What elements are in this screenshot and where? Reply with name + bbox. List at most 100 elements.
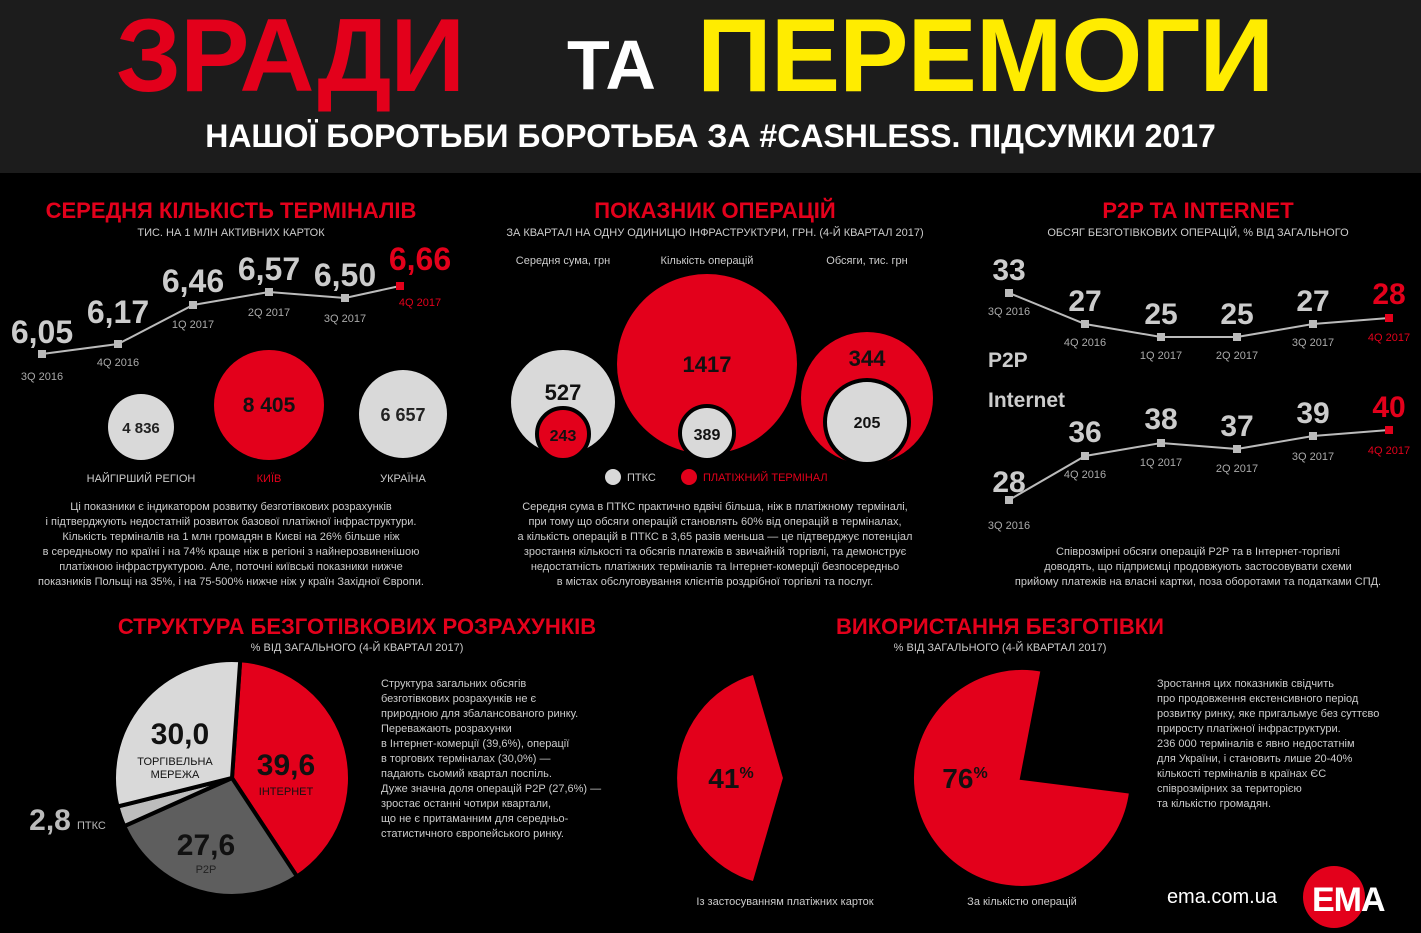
usage-description: Зростання цих показників свідчить про пр… [1157,678,1380,810]
internet-point-current [1385,426,1393,434]
p2p-point [1309,320,1317,328]
header-banner: ЗРАДИ ТА ПЕРЕМОГИ НАШОЇ БОРОТЬБИ БОРОТЬБ… [0,0,1421,173]
legend-terminal-dot [681,469,697,485]
terminals-quarter: 4Q 2016 [97,357,139,369]
terminals-point [189,301,197,309]
legend-terminal-label: ПЛАТІЖНИЙ ТЕРМІНАЛ [703,471,828,484]
p2p-value: 27 [1296,285,1329,318]
terminals-value-current: 6,66 [389,241,451,277]
pie-trade-value: 30,0 [151,718,209,751]
terminals-description: Ці показники є індикатором розвитку безг… [38,501,424,588]
volume-ptks-value: 205 [854,415,881,432]
p2p-line-chart: 33 3Q 2016 27 4Q 2016 25 1Q 2017 25 2Q 2… [988,254,1410,412]
p2p-point [1233,333,1241,341]
p2p-quarter: 2Q 2017 [1216,350,1258,362]
internet-point [1233,445,1241,453]
internet-point [1005,496,1013,504]
title-word-ta: ТА [567,26,656,104]
count-ptks-value: 389 [694,427,721,444]
p2p-quarter: 3Q 2017 [1292,337,1334,349]
p2p-subtitle: ОБСЯГ БЕЗГОТІВКОВИХ ОПЕРАЦІЙ, % ВІД ЗАГА… [1047,227,1349,239]
internet-trend-line [1008,429,1390,501]
p2p-point [1005,289,1013,297]
usage-pie1-label: Із застосуванням платіжних карток [696,896,873,908]
structure-title: СТРУКТУРА БЕЗГОТІВКОВИХ РОЗРАХУНКІВ [117,614,597,639]
internet-point [1157,439,1165,447]
usage-pie1-cards [673,669,788,887]
usage-title: ВИКОРИСТАННЯ БЕЗГОТІВКИ [836,614,1164,639]
pie-internet-value: 39,6 [257,749,315,782]
p2p-trend-line [1008,292,1390,338]
pie-internet-label: ІНТЕРНЕТ [259,786,314,798]
bubble-worst-region-value: 4 836 [122,420,160,437]
internet-line-chart: 28 3Q 2016 36 4Q 2016 38 1Q 2017 37 2Q 2… [988,391,1410,532]
terminals-point [265,288,273,296]
usage-pie2-label: За кількістю операцій [967,896,1077,908]
usage-pie1-value: 41% [708,763,753,794]
structure-pie: 39,6 ІНТЕРНЕТ 27,6 P2P 2,8 ПТКС 30,0 ТОР… [29,658,352,898]
count-terminal-bubble [617,274,797,454]
internet-point [1309,432,1317,440]
internet-point [1081,452,1089,460]
legend-ptks-label: ПТКС [627,472,656,484]
p2p-quarter: 3Q 2016 [988,306,1030,318]
terminals-point [341,294,349,302]
p2p-value: 25 [1220,298,1253,331]
internet-value-current: 40 [1372,391,1405,424]
terminals-value: 6,05 [11,314,73,350]
bubble-worst-region-label: НАЙГІРШИЙ РЕГІОН [87,472,196,485]
legend-ptks-dot [605,469,621,485]
p2p-point [1157,333,1165,341]
terminals-point-current [396,282,404,290]
operations-group-label: Середня сума, грн [516,255,610,267]
internet-value: 36 [1068,416,1101,449]
terminals-quarter: 1Q 2017 [172,319,214,331]
internet-quarter: 4Q 2016 [1064,469,1106,481]
p2p-point [1081,320,1089,328]
bubble-kyiv [214,350,324,460]
terminals-subtitle: ТИС. НА 1 МЛН АКТИВНИХ КАРТОК [137,227,325,239]
usage-pies: 41% Із застосуванням платіжних карток 76… [673,666,1134,908]
bubble-ukraine [359,370,447,458]
p2p-title: P2P ТА INTERNET [1102,198,1294,223]
pie-ptks-label: ПТКС [77,820,106,832]
internet-value: 39 [1296,397,1329,430]
terminals-value: 6,46 [162,263,224,299]
pie-slice-trade [112,658,243,809]
p2p-value: 33 [992,254,1025,287]
terminals-value: 6,57 [238,251,300,287]
terminals-quarter-current: 4Q 2017 [399,297,441,309]
internet-quarter: 3Q 2017 [1292,451,1334,463]
structure-description: Структура загальних обсягів безготівкови… [381,678,602,840]
avg-sum-terminal-value: 243 [550,428,577,445]
page-subtitle: НАШОЇ БОРОТЬБИ БОРОТЬБА ЗА #CASHLESS. ПІ… [205,118,1216,154]
operations-title: ПОКАЗНИК ОПЕРАЦІЙ [594,198,836,223]
p2p-series-label: P2P [988,349,1028,372]
terminals-value: 6,50 [314,257,376,293]
p2p-quarter: 4Q 2016 [1064,337,1106,349]
internet-quarter: 1Q 2017 [1140,457,1182,469]
bubble-ukraine-value: 6 657 [380,405,425,425]
internet-quarter: 3Q 2016 [988,520,1030,532]
usage-subtitle: % ВІД ЗАГАЛЬНОГО (4-Й КВАРТАЛ 2017) [893,642,1107,654]
bubble-ukraine-label: УКРАЇНА [380,473,426,485]
pie-trade-label: ТОРГІВЕЛЬНА [137,756,213,768]
terminals-point [38,350,46,358]
pie-trade-label2: МЕРЕЖА [151,769,200,781]
p2p-point-current [1385,314,1393,322]
volume-ptks-bubble [823,378,911,466]
terminals-trend-line [41,285,401,355]
footer-site: ema.com.ua [1167,886,1278,908]
avg-sum-terminal-bubble [535,406,591,462]
operations-group-label: Кількість операцій [661,255,754,267]
terminals-quarter: 3Q 2016 [21,371,63,383]
p2p-quarter-current: 4Q 2017 [1368,332,1410,344]
terminals-title: СЕРЕДНЯ КІЛЬКІСТЬ ТЕРМІНАЛІВ [45,198,417,223]
ema-logo-text: EMA [1312,881,1385,919]
pie-p2p-label: P2P [196,864,217,876]
operations-group-label: Обсяги, тис. грн [826,255,907,267]
operations-subtitle: ЗА КВАРТАЛ НА ОДНУ ОДИНИЦЮ ІНФРАСТРУКТУР… [506,227,924,239]
count-terminal-value: 1417 [683,352,732,377]
p2p-value-current: 28 [1372,278,1405,311]
usage-pie2-operations [910,666,1134,890]
